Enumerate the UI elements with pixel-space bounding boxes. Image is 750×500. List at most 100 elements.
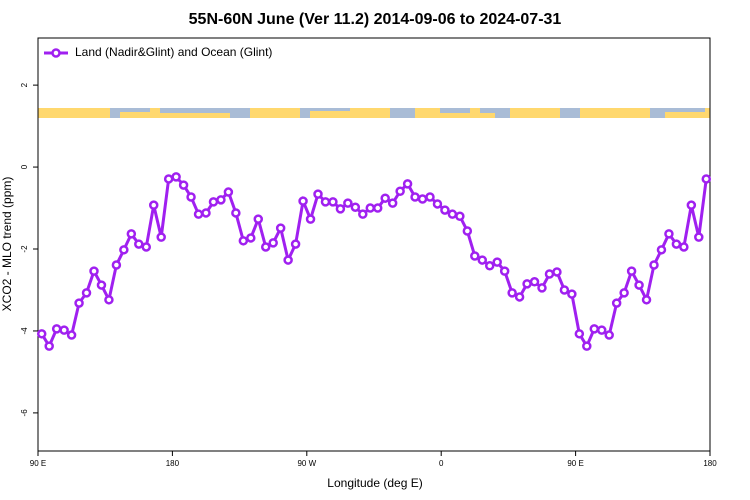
data-point (679, 242, 689, 252)
data-point (328, 197, 338, 207)
data-point (104, 295, 114, 305)
map-strip (38, 108, 710, 118)
data-point (410, 192, 420, 202)
data-point (89, 266, 99, 276)
data-point (260, 242, 271, 252)
x-tick-label: 0 (439, 459, 444, 468)
data-point (694, 232, 704, 242)
y-tick-label: -6 (20, 409, 29, 417)
x-tick-label: 90 E (567, 459, 583, 468)
data-point (425, 192, 435, 202)
data-point (432, 199, 443, 209)
data-point (66, 330, 77, 340)
data-point (492, 257, 502, 267)
data-point (208, 197, 219, 207)
data-point (380, 193, 390, 203)
data-point (462, 226, 473, 236)
data-point (313, 189, 323, 199)
data-point (59, 325, 69, 335)
data-point (44, 341, 54, 351)
data-point (529, 277, 540, 287)
data-point (193, 209, 204, 219)
data-point (507, 288, 517, 298)
y-tick-label: 0 (20, 164, 29, 169)
data-point (402, 179, 413, 189)
data-point (365, 203, 376, 213)
data-point (134, 239, 144, 249)
data-point (283, 255, 293, 265)
data-point (649, 260, 659, 270)
plot-frame (37, 37, 711, 452)
data-point (664, 229, 674, 239)
data-point (335, 204, 346, 214)
data-point (320, 197, 331, 207)
series-line (40, 175, 708, 350)
x-tick-label: 90 E (30, 459, 46, 468)
data-point (51, 324, 62, 334)
data-point (223, 187, 234, 197)
data-point (111, 260, 122, 270)
data-point (305, 214, 316, 224)
data-point (216, 195, 226, 205)
data-point (582, 341, 592, 351)
data-point (567, 289, 577, 299)
legend-marker (51, 48, 61, 58)
data-point (81, 288, 92, 298)
data-point (589, 324, 600, 334)
data-point (298, 196, 308, 206)
chart-title: 55N-60N June (Ver 11.2) 2014-09-06 to 20… (189, 11, 562, 28)
data-point (343, 198, 353, 208)
data-point (544, 269, 555, 279)
data-point (455, 211, 465, 221)
data-point (290, 239, 301, 249)
data-point (119, 245, 129, 255)
data-point (268, 238, 278, 248)
data-point (559, 285, 570, 295)
x-tick-label: 180 (703, 459, 717, 468)
y-tick-label: -2 (20, 245, 29, 253)
legend-label: Land (Nadir&Glint) and Ocean (Glint) (75, 45, 272, 59)
data-point (499, 266, 510, 276)
data-point (686, 200, 697, 210)
data-point (477, 255, 488, 265)
y-tick-label: 2 (20, 82, 29, 87)
data-point (596, 325, 607, 335)
data-point (656, 245, 667, 255)
data-point (372, 203, 383, 213)
data-point (36, 329, 47, 339)
data-point (350, 202, 361, 212)
data-point (440, 205, 450, 215)
y-axis-label: XCO2 - MLO trend (ppm) (0, 177, 14, 312)
data-point (619, 288, 629, 298)
data-point (141, 242, 152, 252)
data-point (537, 283, 547, 293)
data-point (387, 198, 398, 208)
data-point (231, 208, 241, 218)
data-point (186, 192, 196, 202)
data-point (417, 194, 428, 204)
data-point (447, 209, 458, 219)
data-point (171, 172, 181, 182)
data-point (634, 280, 644, 290)
x-axis-label: Longitude (deg E) (327, 476, 422, 490)
data-point (148, 200, 159, 210)
data-point (522, 279, 532, 289)
data-point (96, 280, 107, 290)
data-point (514, 292, 525, 302)
y-tick-label: -4 (20, 327, 29, 335)
data-point (484, 261, 495, 271)
data-point (470, 251, 480, 261)
data-point (395, 186, 405, 196)
data-point (253, 214, 264, 224)
data-point (178, 180, 189, 190)
data-point (701, 174, 712, 184)
data-point (552, 267, 562, 277)
data-point (238, 236, 249, 246)
data-point (604, 330, 614, 340)
data-point (626, 266, 637, 276)
data-point (275, 223, 286, 233)
data-point (641, 295, 652, 305)
data-point (358, 209, 368, 219)
x-tick-label: 90 W (297, 459, 316, 468)
